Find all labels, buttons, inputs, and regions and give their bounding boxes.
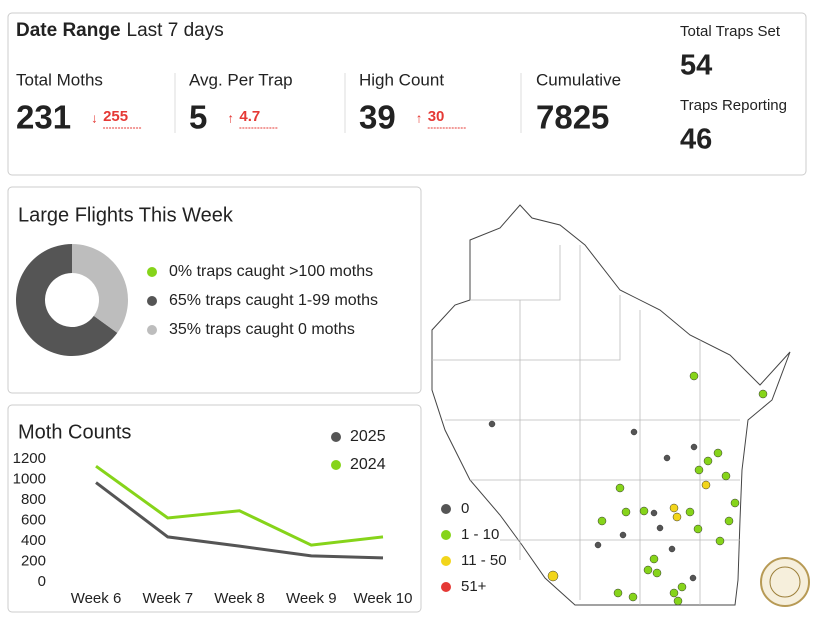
map-legend-swatch bbox=[441, 582, 451, 592]
y-tick-label: 400 bbox=[21, 532, 46, 549]
chart-title: Large Flights This Week bbox=[18, 204, 234, 226]
donut-slice bbox=[16, 244, 118, 356]
kpi-value: 39 bbox=[359, 99, 396, 136]
chart-title: Moth Counts bbox=[18, 421, 131, 443]
kpi-value: 7825 bbox=[536, 99, 609, 136]
line-panel bbox=[7, 404, 422, 613]
y-tick-label: 0 bbox=[38, 573, 46, 590]
traps-value: 54 bbox=[680, 50, 712, 82]
y-tick-label: 800 bbox=[21, 491, 46, 508]
map-legend-swatch bbox=[441, 504, 451, 514]
legend-swatch bbox=[147, 267, 157, 277]
x-tick-label: Week 7 bbox=[142, 590, 193, 607]
line-series bbox=[95, 464, 384, 547]
legend-swatch bbox=[331, 432, 341, 442]
kpi-change: 4.7 bbox=[239, 108, 260, 125]
date-range-value: Last 7 days bbox=[127, 20, 224, 41]
y-tick-label: 1000 bbox=[13, 470, 46, 487]
x-tick-label: Week 6 bbox=[71, 590, 122, 607]
kpi-change: 30 bbox=[428, 108, 445, 125]
map-legend-label: 1 - 10 bbox=[461, 526, 499, 543]
traps-label: Traps Reporting bbox=[680, 97, 787, 114]
state-seal bbox=[760, 557, 810, 607]
legend-label: 35% traps caught 0 moths bbox=[169, 321, 355, 338]
kpi-change: 255 bbox=[103, 108, 128, 125]
date-range-label: Date Range bbox=[16, 20, 121, 41]
donut-panel bbox=[7, 186, 422, 394]
x-tick-label: Week 8 bbox=[214, 590, 265, 607]
legend-label: 2025 bbox=[350, 428, 386, 445]
map-legend-swatch bbox=[441, 556, 451, 566]
legend-swatch bbox=[147, 296, 157, 306]
kpi-label: High Count bbox=[359, 70, 444, 89]
kpi-value: 231 bbox=[16, 99, 71, 136]
date-range: Date Range Last 7 days bbox=[16, 20, 224, 41]
kpi-label: Total Moths bbox=[16, 70, 103, 89]
map-legend-label: 51+ bbox=[461, 578, 487, 595]
y-tick-label: 1200 bbox=[13, 450, 46, 467]
state-seal-inner bbox=[769, 566, 801, 598]
map-legend-label: 11 - 50 bbox=[461, 552, 507, 569]
state-outline bbox=[431, 204, 791, 606]
traps-label: Total Traps Set bbox=[680, 23, 781, 40]
x-tick-label: Week 9 bbox=[286, 590, 337, 607]
kpi-panel bbox=[7, 12, 807, 176]
kpi-arrow: ↓ bbox=[91, 110, 98, 125]
map bbox=[431, 204, 810, 607]
legend-label: 2024 bbox=[350, 456, 386, 473]
y-tick-label: 200 bbox=[21, 552, 46, 569]
legend-swatch bbox=[331, 460, 341, 470]
kpi-label: Avg. Per Trap bbox=[189, 70, 293, 89]
kpi-arrow: ↑ bbox=[416, 110, 423, 125]
line-series bbox=[95, 481, 384, 560]
kpi-arrow: ↑ bbox=[227, 110, 234, 125]
legend-swatch bbox=[147, 325, 157, 335]
y-tick-label: 600 bbox=[21, 511, 46, 528]
kpi-label: Cumulative bbox=[536, 70, 621, 89]
legend-label: 0% traps caught >100 moths bbox=[169, 263, 373, 280]
traps-value: 46 bbox=[680, 124, 712, 156]
x-tick-label: Week 10 bbox=[354, 590, 413, 607]
map-legend-swatch bbox=[441, 530, 451, 540]
kpi-value: 5 bbox=[189, 99, 207, 136]
trap-dots bbox=[488, 371, 768, 606]
map-legend-label: 0 bbox=[461, 500, 469, 517]
legend-label: 65% traps caught 1-99 moths bbox=[169, 292, 378, 309]
donut-slice bbox=[72, 244, 129, 333]
